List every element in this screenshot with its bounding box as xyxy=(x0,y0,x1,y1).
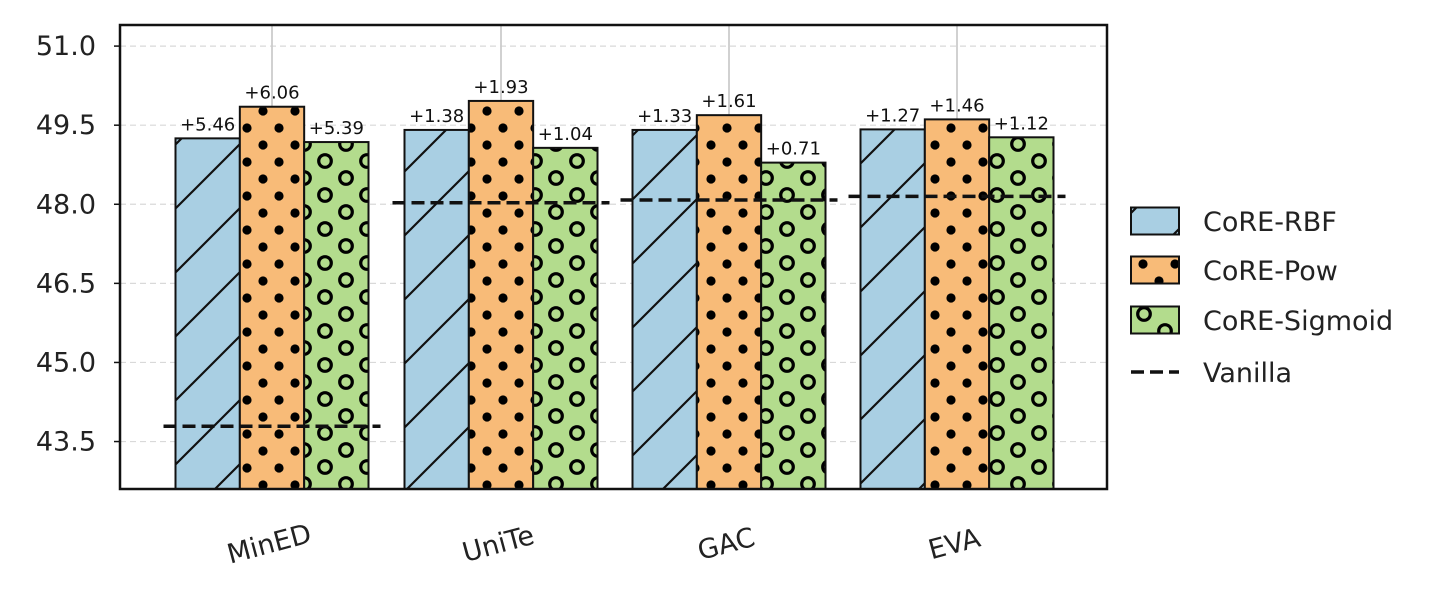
legend-label: Vanilla xyxy=(1203,358,1292,389)
bar-value-label: +1.93 xyxy=(473,77,528,98)
bar-core-sigmoid-eva-hatch xyxy=(988,136,1055,491)
y-tick-label: 48.0 xyxy=(36,189,96,220)
bar-value-label: +0.71 xyxy=(766,139,821,160)
baseline-layer xyxy=(163,194,1066,429)
bar-value-label: +1.12 xyxy=(994,113,1049,134)
bar-core-sigmoid-gac-hatch xyxy=(760,161,827,490)
x-tick-label: UniTe xyxy=(459,520,537,569)
bar-core-rbf-unite-hatch xyxy=(403,128,470,490)
x-tick-label: GAC xyxy=(694,522,758,567)
bar-value-label: +1.33 xyxy=(637,106,692,127)
bar-core-rbf-mined-hatch xyxy=(174,137,241,490)
legend-swatch-hatch xyxy=(1130,206,1180,236)
legend: CoRE-RBF CoRE-Pow CoRE-Sigmoid Vanilla xyxy=(1130,206,1393,389)
bar-core-sigmoid-unite-hatch xyxy=(532,146,599,490)
bar-core-pow-unite-hatch xyxy=(467,99,535,490)
y-tick-label: 51.0 xyxy=(36,31,96,62)
bar-labels-layer: +5.46 +6.06 +5.39 +1.38 +1.93 +1.04 +1.33 +1.61… xyxy=(180,77,1049,160)
legend-item-core-rbf: CoRE-RBF xyxy=(1130,206,1337,238)
bars-layer xyxy=(174,99,1055,491)
legend-item-core-sigmoid: CoRE-Sigmoid xyxy=(1130,305,1393,337)
legend-item-vanilla: Vanilla xyxy=(1131,358,1292,389)
bar-core-pow-mined-hatch xyxy=(238,105,306,491)
bar-core-rbf-eva-hatch xyxy=(859,128,926,490)
bar-core-pow-gac-hatch xyxy=(695,114,763,490)
bar-value-label: +1.61 xyxy=(701,91,756,112)
legend-swatch-hatch xyxy=(1130,255,1180,285)
bar-core-rbf-gac-hatch xyxy=(631,128,698,490)
y-tick-label: 45.0 xyxy=(36,347,96,378)
bar-value-label: +6.06 xyxy=(244,83,299,104)
bar-value-label: +1.27 xyxy=(865,105,920,126)
bar-core-sigmoid-mined-hatch xyxy=(303,141,370,491)
legend-label: CoRE-Sigmoid xyxy=(1203,306,1393,337)
bar-value-label: +5.46 xyxy=(180,114,235,135)
bar-core-pow-eva-hatch xyxy=(923,118,991,491)
legend-label: CoRE-Pow xyxy=(1203,256,1338,287)
legend-swatch-hatch xyxy=(1130,305,1180,335)
y-tick-label: 46.5 xyxy=(36,268,96,299)
legend-label: CoRE-RBF xyxy=(1203,207,1337,238)
bar-value-label: +1.04 xyxy=(538,124,593,145)
y-tick-label: 49.5 xyxy=(36,110,96,141)
x-tick-label: MinED xyxy=(224,518,315,570)
bar-value-label: +5.39 xyxy=(309,118,364,139)
plot-frame xyxy=(118,23,1109,491)
bar-value-label: +1.38 xyxy=(409,106,464,127)
legend-item-core-pow: CoRE-Pow xyxy=(1130,255,1338,287)
y-tick-label: 43.5 xyxy=(36,427,96,458)
bar-value-label: +1.46 xyxy=(929,95,984,116)
x-tick-label: EVA xyxy=(925,523,984,567)
